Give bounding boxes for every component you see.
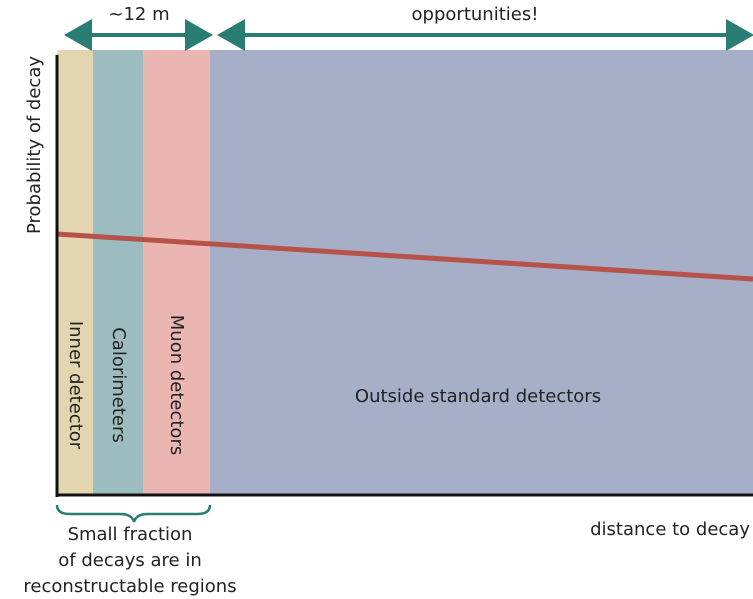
calorimeter-region (93, 50, 143, 495)
y-axis-label: Probability of decay (24, 56, 45, 234)
x-axis-label: distance to decay (590, 519, 750, 540)
span-label: ~12 m (108, 4, 169, 25)
brace (55, 504, 212, 523)
region-label: Outside standard detectors (355, 386, 601, 407)
region-label: Muon detectors (166, 315, 187, 455)
inner-detector-region (57, 50, 93, 495)
note-line: reconstructable regions (23, 576, 236, 597)
muon-region (143, 50, 210, 495)
span-label: opportunities! (412, 4, 539, 25)
note-line: of decays are in (58, 550, 202, 571)
decay-curve (56, 231, 753, 282)
region-label: Calorimeters (108, 327, 129, 443)
note-line: Small fraction (68, 524, 193, 545)
region-label: Inner detector (65, 321, 86, 450)
